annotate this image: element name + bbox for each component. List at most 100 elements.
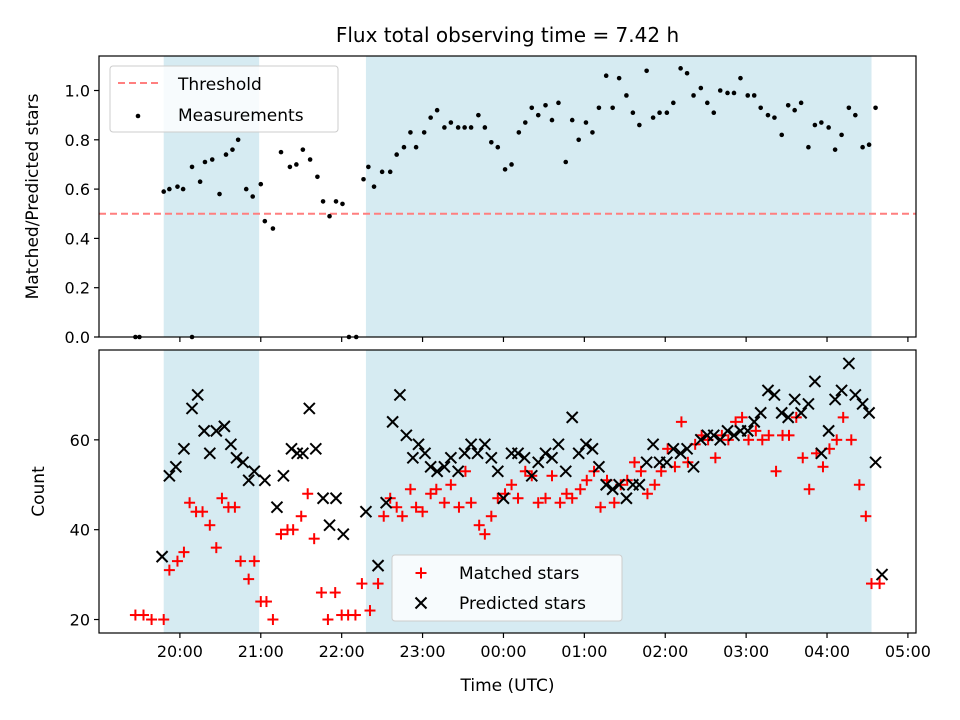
- measurement-point: [758, 105, 763, 111]
- ratio-y-ticks: 0.0 0.2 0.4 0.6 0.8 1.0: [65, 82, 99, 347]
- measurement-point: [379, 169, 385, 175]
- measurement-point: [543, 102, 548, 108]
- predicted-star-point: [579, 438, 593, 451]
- matched-star-point: [235, 555, 247, 567]
- measurement-point: [509, 162, 514, 167]
- predicted-star-point: [458, 447, 471, 460]
- matched-star-point: [178, 546, 190, 558]
- predicted-star-point: [491, 465, 505, 478]
- measurement-point: [596, 105, 602, 111]
- measurement-point: [556, 100, 561, 106]
- matched-star-point: [295, 510, 307, 522]
- predicted-star-point: [552, 438, 565, 451]
- predicted-star-point: [185, 402, 199, 415]
- measurement-point: [442, 125, 447, 130]
- measurement-point: [408, 130, 413, 135]
- predicted-star-point: [748, 415, 761, 429]
- measurement-point: [161, 189, 167, 194]
- matched-star-point: [662, 443, 674, 455]
- matched-star-point: [329, 587, 341, 599]
- matched-star-point: [492, 492, 504, 504]
- y-tick-label: 40: [70, 521, 90, 540]
- matched-star-point: [561, 488, 573, 500]
- measurement-point: [731, 90, 737, 96]
- measurement-point: [387, 169, 393, 175]
- measurement-point: [832, 147, 838, 152]
- predicted-star-point: [539, 447, 552, 460]
- x-tick-label: 20:00: [157, 642, 203, 661]
- matched-star-point: [248, 555, 260, 567]
- measurement-point: [576, 137, 581, 143]
- measurement-point: [462, 125, 467, 130]
- predicted-star-point: [599, 478, 613, 491]
- predicted-star-point: [316, 492, 330, 505]
- predicted-star-point: [714, 433, 727, 447]
- matched-star-point: [260, 596, 272, 608]
- predicted-star-point: [775, 406, 788, 420]
- legend-matched-label: Matched stars: [459, 564, 579, 584]
- x-axis-label: Time (UTC): [460, 676, 555, 696]
- legend-matched-swatch: [415, 567, 427, 579]
- predicted-star-point: [586, 442, 599, 456]
- measurement-point: [315, 174, 320, 180]
- matched-star-point: [709, 452, 721, 464]
- predicted-star-point: [511, 447, 525, 460]
- observing-window-band: [365, 56, 872, 337]
- ratio-panel: 0.0 0.2 0.4 0.6 0.8 1.0 Flux total observing …: [23, 23, 917, 347]
- matched-star-point: [473, 519, 485, 531]
- predicted-star-point: [309, 442, 322, 456]
- measurement-point: [476, 112, 481, 118]
- predicted-star-point: [444, 451, 458, 465]
- matched-star-point: [308, 533, 320, 545]
- matched-star-point: [349, 609, 361, 621]
- measurement-point: [189, 164, 195, 170]
- measurement-point: [250, 194, 255, 199]
- measurement-point: [223, 152, 229, 157]
- matched-star-point: [430, 483, 442, 495]
- matched-star-point: [540, 492, 552, 504]
- predicted-star-point: [518, 451, 531, 465]
- matched-star-point: [803, 483, 815, 495]
- predicted-star-point: [296, 447, 310, 460]
- measurement-point: [270, 226, 276, 231]
- x-tick-label: 21:00: [238, 642, 284, 661]
- measurement-point: [610, 105, 615, 111]
- measurement-point: [691, 93, 696, 98]
- matched-star-point: [459, 465, 471, 477]
- predicted-star-point: [248, 465, 261, 478]
- measurement-point: [779, 132, 785, 138]
- y-tick-label: 0.4: [65, 229, 90, 248]
- measurement-point: [549, 117, 555, 123]
- predicted-star-point: [606, 483, 619, 496]
- measurement-point: [327, 213, 332, 219]
- measurement-point: [529, 105, 535, 111]
- y-tick-label: 0.0: [65, 328, 90, 347]
- count-legend: Matched stars Predicted stars: [391, 554, 623, 622]
- predicted-star-point: [572, 447, 585, 460]
- predicted-star-point: [694, 433, 708, 447]
- matched-star-point: [512, 492, 524, 504]
- count-panel-frame: [98, 349, 917, 634]
- matched-star-point: [837, 411, 849, 423]
- predicted-star-point: [822, 424, 835, 438]
- predicted-star-point: [197, 424, 211, 438]
- predicted-star-point: [485, 451, 498, 465]
- predicted-star-point: [761, 384, 775, 397]
- matched-star-point: [364, 605, 376, 617]
- matched-star-point: [243, 573, 255, 585]
- predicted-star-point: [802, 397, 815, 411]
- matched-star-point: [860, 510, 872, 522]
- predicted-star-point: [687, 460, 700, 474]
- legend-predicted-label: Predicted stars: [459, 594, 586, 614]
- matched-star-point: [378, 510, 390, 522]
- matched-star-point: [391, 501, 403, 513]
- measurement-point: [361, 176, 366, 182]
- matched-star-point: [485, 510, 497, 522]
- matched-star-point: [817, 461, 829, 473]
- measurement-point: [590, 130, 595, 135]
- matched-star-point: [216, 492, 228, 504]
- matched-star-point: [853, 479, 865, 491]
- x-tick-label: 00:00: [480, 642, 526, 661]
- measurement-point: [468, 125, 474, 130]
- matched-star-point: [506, 479, 518, 491]
